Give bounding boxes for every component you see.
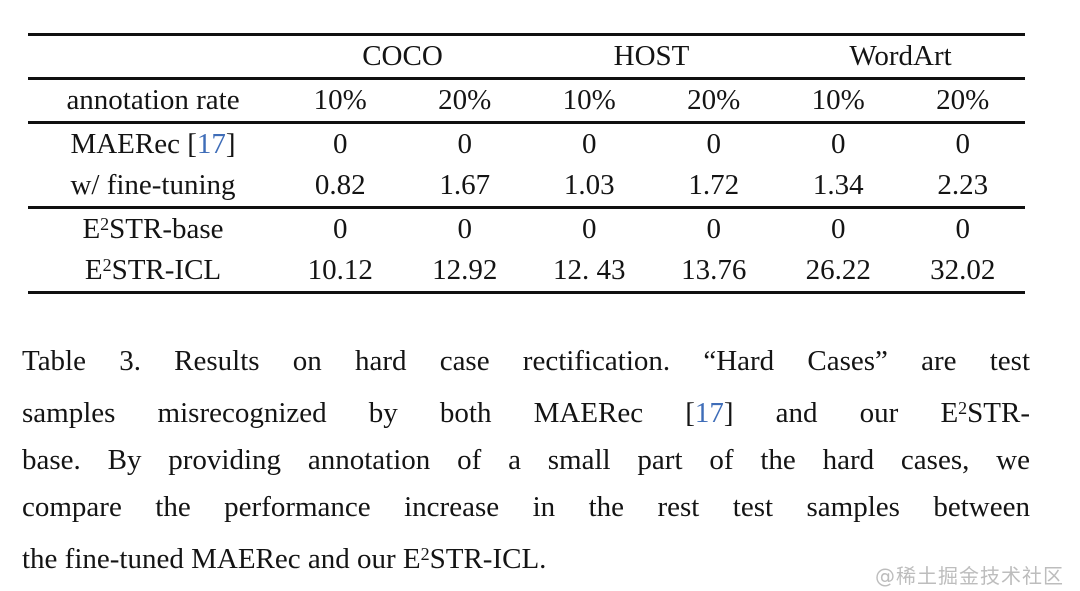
row-label-text: E [82, 213, 101, 245]
row-label-maerec: MAERec [17] [28, 123, 278, 166]
rate-header: 20% [900, 78, 1025, 124]
cell-value: 1.03 [527, 165, 652, 209]
cell-value: 0 [706, 128, 722, 160]
caption-text: compare the performance increase in the … [22, 491, 1030, 524]
row-label-text: STR-ICL [111, 254, 222, 286]
caption-line-5: the fine-tuned MAERec and our E2STR-ICL. [22, 531, 1030, 583]
cell-value: 0 [955, 213, 971, 245]
caption-text: STR- [967, 397, 1030, 430]
citation-17-link[interactable]: 17 [196, 128, 226, 160]
cell-value: 13.76 [681, 254, 747, 286]
cell-value: 0 [831, 213, 846, 245]
cell-value: 0 [955, 128, 971, 160]
caption-text: the fine-tuned MAERec and our E [22, 543, 421, 576]
cell-value: 0 [333, 213, 348, 245]
caption-text: Table 3. Results on hard case rectificat… [22, 345, 1030, 377]
cell-value: 0 [582, 128, 597, 160]
cell-value: 1.67 [402, 165, 527, 209]
watermark: @稀土掘金技术社区 [875, 564, 1064, 588]
row-e2str-icl: E2STR-ICL 10.12 12.92 12. 43 13.76 26.22… [28, 250, 1025, 293]
row-finetuning: w/ fine-tuning 0.82 1.67 1.03 1.72 1.34 … [28, 165, 1025, 209]
row-maerec: MAERec [17] 0 0 0 0 0 0 [28, 123, 1025, 166]
cell-value: 1.34 [776, 165, 901, 209]
rate-header: 20% [402, 78, 527, 124]
row-label-finetuning: w/ fine-tuning [28, 165, 278, 209]
group-header-host: HOST [527, 34, 776, 80]
cell-value: 0.82 [278, 165, 403, 209]
row-e2str-base: E2STR-base 0 0 0 0 0 0 [28, 208, 1025, 251]
caption-text: ] and our E [723, 397, 959, 430]
group-header-row: COCO HOST WordArt [28, 34, 1025, 80]
row-label-e2str-base: E2STR-base [28, 208, 278, 251]
row-label-e2str-icl: E2STR-ICL [28, 250, 278, 293]
group-header-coco: COCO [278, 34, 527, 80]
annotation-rate-label: annotation rate [28, 78, 278, 124]
cell-value: 0 [831, 128, 846, 160]
rate-header: 10% [278, 78, 403, 124]
row-label-text: MAERec [ [70, 128, 197, 160]
cell-value: 0 [582, 213, 597, 245]
results-table: COCO HOST WordArt annotation rate 10% 20… [28, 33, 1025, 294]
row-label-text: ] [225, 128, 236, 160]
cell-value: 1.72 [651, 165, 776, 209]
caption-line-1: Table 3. Results on hard case rectificat… [22, 338, 1030, 385]
caption-line-4: compare the performance increase in the … [22, 484, 1030, 531]
rate-header: 20% [651, 78, 776, 124]
annotation-rate-row: annotation rate 10% 20% 10% 20% 10% 20% [28, 78, 1025, 124]
cell-value: 32.02 [930, 254, 996, 286]
superscript-2: 2 [420, 544, 430, 565]
caption-text: base. By providing annotation of a small… [22, 444, 1030, 477]
caption-line-2: samples misrecognized by both MAERec [17… [22, 385, 1030, 437]
caption-text: STR-ICL. [429, 543, 547, 576]
cell-value: 0 [706, 213, 722, 245]
cell-value: 10.12 [307, 254, 373, 286]
row-label-text: STR-base [109, 213, 224, 245]
row-label-text: E [84, 254, 103, 286]
cell-value: 12.92 [432, 254, 498, 286]
cell-value: 26.22 [805, 254, 871, 286]
cell-value: 2.23 [900, 165, 1025, 209]
cell-value: 0 [457, 213, 473, 245]
superscript-2: 2 [102, 254, 112, 275]
caption-text: samples misrecognized by both MAERec [ [22, 397, 695, 430]
superscript-2: 2 [958, 398, 968, 418]
cell-value: 12. 43 [553, 254, 626, 286]
cell-value: 0 [333, 128, 348, 160]
table-caption: Table 3. Results on hard case rectificat… [22, 338, 1030, 583]
empty-corner-cell [28, 34, 278, 80]
superscript-2: 2 [100, 213, 110, 234]
group-header-wordart: WordArt [776, 34, 1025, 80]
rate-header: 10% [776, 78, 901, 124]
rate-header: 10% [527, 78, 652, 124]
caption-line-3: base. By providing annotation of a small… [22, 437, 1030, 484]
cell-value: 0 [457, 128, 473, 160]
citation-17-link[interactable]: 17 [694, 397, 724, 430]
